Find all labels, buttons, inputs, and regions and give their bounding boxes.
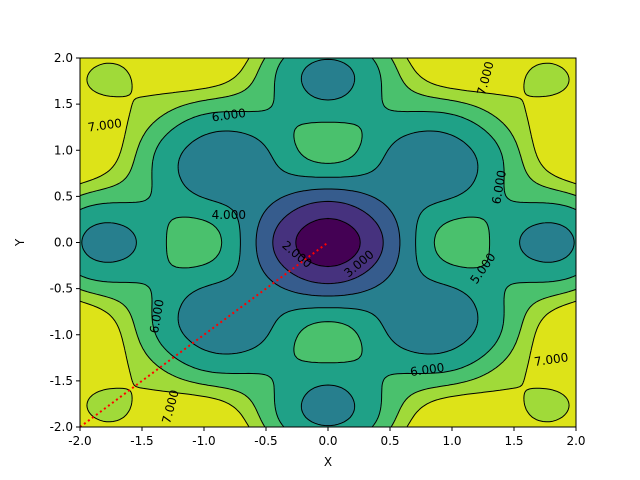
contour-line-level-7 [79, 57, 577, 428]
y-tick-label: 1.5 [54, 97, 73, 111]
y-tick-label: -1.0 [50, 328, 73, 342]
y-axis-label: Y [13, 238, 27, 247]
contour-line-level-2 [272, 200, 384, 285]
x-tick-label: 1.0 [442, 434, 461, 448]
contour-label: 7.000 [533, 350, 569, 369]
x-tick-label: 0.5 [380, 434, 399, 448]
x-tick-label: -0.5 [254, 434, 277, 448]
x-axis-label: X [324, 455, 332, 469]
y-tick-label: -2.0 [50, 420, 73, 434]
contour-line-level-1 [295, 218, 361, 267]
plot-area: 2.000 3.0004.0005.0006.0006.0006.0006.000… [79, 57, 577, 428]
contour-label: 4.000 [212, 208, 246, 222]
x-tick-label: -1.0 [192, 434, 215, 448]
y-tick-label: 2.0 [54, 51, 73, 65]
x-tick-label: -1.5 [130, 434, 153, 448]
x-tick-label: 0.0 [318, 434, 337, 448]
x-tick-label: 2.0 [566, 434, 585, 448]
contour-line-level-4 [81, 58, 575, 427]
path-line [79, 241, 329, 428]
y-tick-label: 0.0 [54, 236, 73, 250]
contour-label: 7.000 [87, 116, 123, 135]
contour-line-level-3 [255, 188, 401, 297]
contour-label: 6.000 [489, 169, 509, 205]
contour-line-level-5 [79, 57, 577, 428]
contour-label: 6.000 [409, 360, 445, 379]
y-tick-label: 1.0 [54, 143, 73, 157]
y-axis: -2.0 -1.5 -1.0 -0.5 0.0 0.5 1.0 1.5 2.0 [50, 51, 80, 434]
x-tick-label: -2.0 [68, 434, 91, 448]
y-tick-label: -1.5 [50, 374, 73, 388]
path-overlay [79, 241, 329, 428]
contour-line-level-6 [79, 57, 577, 428]
x-axis: -2.0 -1.5 -1.0 -0.5 0.0 0.5 1.0 1.5 2.0 [68, 427, 586, 448]
filled-contour-field [80, 58, 576, 427]
contour-lines [79, 57, 577, 428]
y-tick-label: -0.5 [50, 282, 73, 296]
contour-label: 6.000 [211, 106, 247, 125]
y-tick-label: 0.5 [54, 189, 73, 203]
x-tick-label: 1.5 [504, 434, 523, 448]
contour-label: 6.000 [147, 298, 167, 334]
